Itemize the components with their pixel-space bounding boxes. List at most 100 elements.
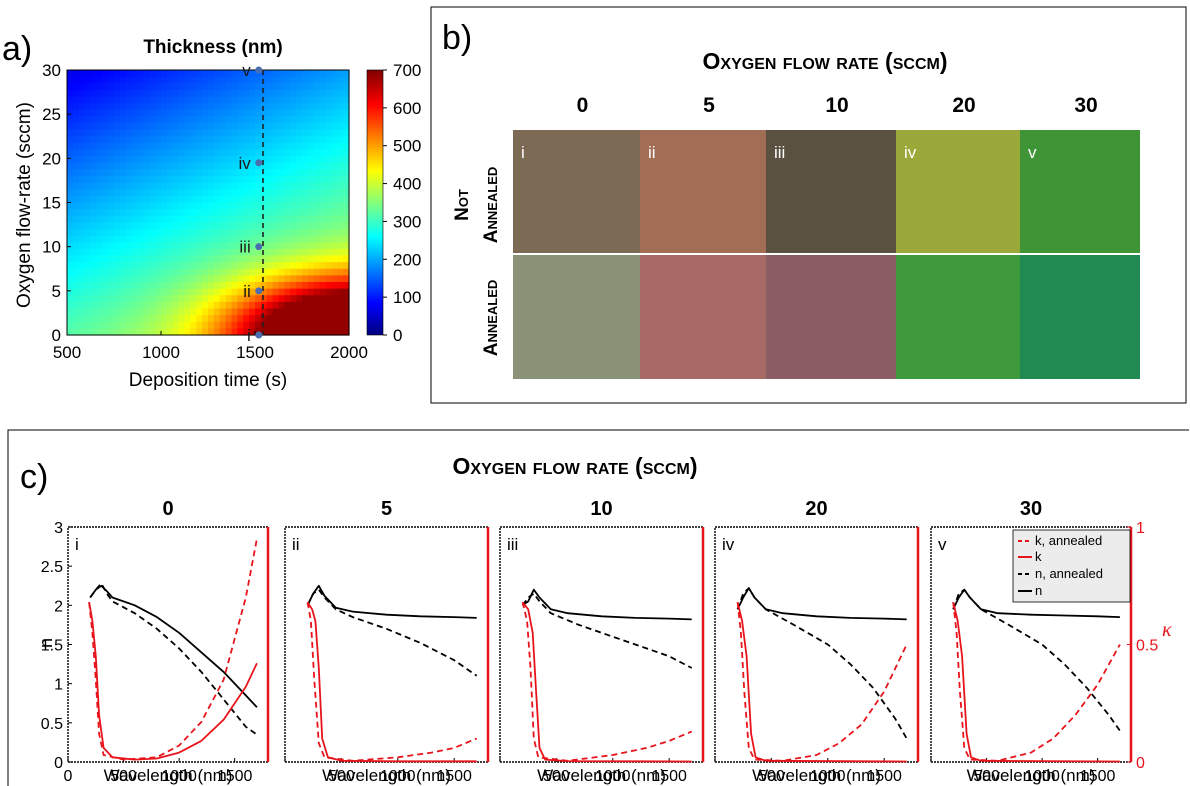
heatmap-cell [119,123,127,131]
heatmap-cell [337,182,344,190]
heatmap-cell [84,209,92,217]
heatmap-cell [96,282,103,290]
heatmap-cell [313,149,321,157]
heatmap-cell [114,235,121,243]
heatmap-cell [260,275,268,283]
heatmap-cell [272,248,280,257]
heatmap-cell [149,202,156,210]
heatmap-cell [278,136,285,144]
heatmap-cell [255,248,262,257]
heatmap-cell [178,229,186,237]
heatmap-cell [90,116,97,124]
heatmap-cell [155,229,162,237]
heatmap-cell [114,129,121,137]
heatmap-cell [131,162,139,170]
heatmap-cell [208,123,215,131]
heatmap-cell [202,328,209,336]
colorbar-tick: 500 [393,137,421,156]
heatmap-cell [155,136,162,144]
heatmap-cell [249,235,256,243]
heatmap-cell [266,242,274,250]
heatmap-cell [78,288,86,296]
heatmap-cell [202,275,209,283]
heatmap-cell [84,162,92,170]
heatmap-cell [90,182,97,190]
heatmap-cell [131,76,139,84]
heatmap-cell [255,103,262,111]
heatmap-cell [78,222,86,230]
heatmap-cell [72,308,80,316]
heatmap-cell [202,262,209,270]
heatmap-cell [143,129,150,137]
heatmap-cell [302,268,309,276]
heatmap-cell [137,321,144,329]
heatmap-cell [213,268,221,276]
heatmap-cell [231,215,238,223]
series-n [736,587,907,621]
heatmap-cell [149,70,156,78]
heatmap-cell [302,275,309,283]
heatmap-cell [231,282,238,290]
heatmap-cell [337,89,344,98]
heatmap-cell [260,142,268,151]
heatmap-cell [102,156,109,164]
heatmap-cell [307,195,315,204]
heatmap-cell [78,83,86,91]
heatmap-cell [149,215,156,223]
heatmap-cell [114,195,121,204]
heatmap-cell [296,328,303,336]
heatmap-cell [67,182,74,190]
heatmap-cell [196,189,203,197]
heatmap-cell [213,229,221,237]
heatmap-cell [278,123,285,131]
heatmap-cell [225,268,233,276]
heatmap-cell [196,202,203,210]
x-axis-label: Wavelength (nm) [967,766,1096,785]
heatmap-cell [213,248,221,257]
sample-point-dot [255,243,263,251]
heatmap-cell [302,202,309,210]
heatmap-cell [166,189,174,197]
heatmap-cell [172,308,180,316]
heatmap-cell [67,83,74,91]
heatmap-cell [108,242,115,250]
heatmap-cell [266,282,274,290]
heatmap-cell [178,275,186,283]
heatmap-cell [260,182,268,190]
heatmap-cell [72,315,80,323]
heatmap-cell [272,195,280,204]
heatmap-cell [114,70,121,78]
heatmap-cell [255,83,262,91]
heatmap-cell [225,70,233,78]
heatmap-cell [290,123,297,131]
heatmap-cell [72,103,80,111]
heatmap-cell [178,70,186,78]
heatmap-cell [219,89,227,98]
heatmap-cell [155,321,162,329]
heatmap-cell [149,288,156,296]
heatmap-cell [343,169,350,177]
heatmap-cell [290,282,297,290]
heatmap-cell [131,222,139,230]
heatmap-cell [213,162,221,170]
heatmap-cell [72,282,80,290]
heatmap-cell [137,301,144,310]
heatmap-cell [119,308,127,316]
panel-c-letter: c) [20,458,48,496]
heatmap-cell [331,222,338,230]
heatmap-cell [284,229,291,237]
heatmap-cell [260,83,268,91]
heatmap-cell [343,229,350,237]
heatmap-cell [343,262,350,270]
heatmap-cell [72,328,80,336]
heatmap-cell [255,176,262,184]
heatmap-cell [102,288,109,296]
heatmap-cell [125,321,133,329]
heatmap-cell [102,301,109,310]
heatmap-cell [72,262,80,270]
heatmap-cell [237,229,244,237]
heatmap-cell [313,76,321,84]
heatmap-cell [266,235,274,243]
x-tick: 1000 [161,768,197,785]
